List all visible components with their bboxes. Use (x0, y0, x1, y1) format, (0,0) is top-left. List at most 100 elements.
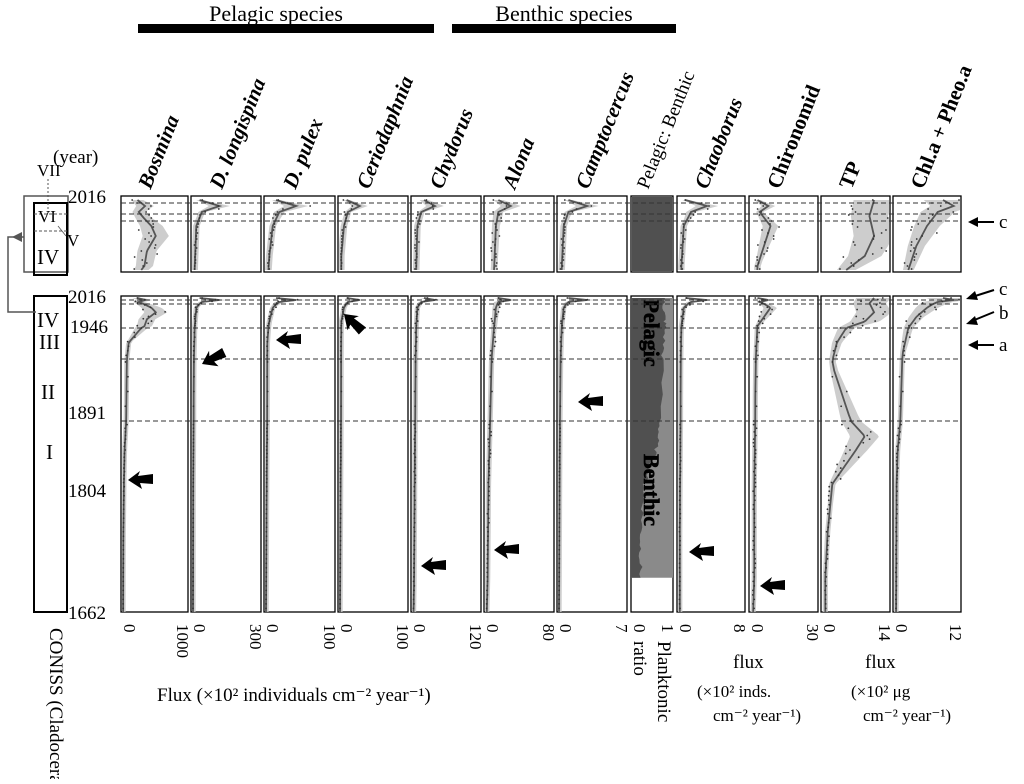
series-point (415, 349, 418, 352)
series-point-top (490, 250, 493, 252)
series-point-top (772, 238, 775, 240)
series-point (679, 336, 682, 339)
series-point (840, 405, 843, 408)
series-point (493, 308, 496, 311)
series-envelope (558, 298, 598, 612)
series-point (845, 390, 848, 393)
series-point (895, 584, 898, 587)
series-point (753, 607, 755, 610)
panel-main-frame (483, 295, 555, 613)
series-point-top (679, 247, 682, 249)
series-point (828, 503, 831, 506)
series-point (753, 517, 756, 520)
series-point (414, 331, 417, 334)
series-point (754, 478, 756, 480)
series-point (903, 354, 906, 357)
series-point-top (563, 235, 565, 237)
series-point (754, 526, 757, 529)
series-point (679, 467, 682, 469)
series-point (126, 349, 129, 352)
series-point (339, 508, 342, 511)
series-point (558, 467, 561, 469)
series-point-top (561, 244, 563, 246)
series-point-top (340, 247, 343, 249)
ratio-pelagic-area (631, 298, 667, 578)
series-point-top (850, 205, 853, 207)
series-point (124, 361, 127, 363)
series-point (752, 508, 755, 511)
series-point (192, 390, 195, 393)
year-1946: 1946 (70, 317, 108, 338)
series-point (896, 445, 898, 448)
series-point (122, 602, 125, 605)
series-point (843, 459, 845, 462)
series-point (265, 562, 268, 565)
series-point (154, 313, 157, 316)
series-point (413, 512, 416, 515)
series-point-top (195, 238, 198, 240)
series-point (413, 517, 416, 520)
series-point (340, 340, 342, 343)
series-point (340, 336, 342, 339)
series-point (127, 375, 129, 378)
series-point (678, 463, 681, 466)
tick-max-label: 120 (466, 624, 485, 650)
series-point (123, 467, 125, 469)
series-point-top (414, 232, 417, 234)
series-point-top (281, 208, 284, 210)
series-point-top (909, 250, 912, 252)
series-point (197, 304, 200, 306)
series-point-top (778, 226, 780, 228)
series-point (754, 485, 757, 488)
zone-IV-label-top: IV (37, 245, 59, 269)
series-point (122, 521, 125, 524)
series-line-top (136, 199, 157, 271)
series-point-top (562, 250, 564, 252)
series-point (558, 566, 561, 569)
series-point (339, 449, 342, 451)
series-point (265, 598, 267, 601)
series-point (265, 521, 268, 524)
series-point (558, 438, 561, 441)
series-point (681, 308, 684, 311)
series-point (835, 340, 838, 343)
series-point (265, 474, 268, 477)
series-point (494, 340, 497, 343)
series-point-top (498, 214, 500, 216)
series-point (123, 445, 126, 448)
series-point (194, 313, 197, 316)
series-point (339, 478, 342, 480)
series-point-top (885, 250, 888, 252)
series-point (752, 571, 755, 574)
series-point (679, 438, 681, 441)
series-point (194, 306, 197, 309)
series-point (339, 474, 342, 477)
series-point (265, 566, 268, 569)
series-point-top (152, 223, 155, 225)
series-point (265, 449, 268, 451)
series-point-top (910, 244, 913, 246)
series-point (415, 375, 417, 378)
series-point (414, 481, 417, 484)
zone-III-label: III (39, 330, 60, 354)
series-point (678, 490, 681, 493)
series-point (491, 320, 494, 322)
series-point-top (681, 250, 684, 252)
series-point-top (563, 199, 566, 201)
series-point (275, 302, 278, 304)
series-point (339, 459, 342, 462)
series-point (502, 300, 505, 303)
year-2016: 2016 (68, 287, 106, 308)
series-point (754, 390, 757, 393)
appearance-arrow (578, 393, 603, 411)
series-point (192, 503, 195, 506)
series-point (193, 336, 196, 339)
series-point (266, 340, 269, 343)
series-point (339, 349, 342, 352)
column-title: Chironomid (762, 81, 825, 192)
series-point (277, 300, 280, 303)
series-point (126, 390, 129, 393)
series-point (754, 481, 757, 484)
series-point (426, 297, 429, 299)
series-point (339, 557, 342, 560)
